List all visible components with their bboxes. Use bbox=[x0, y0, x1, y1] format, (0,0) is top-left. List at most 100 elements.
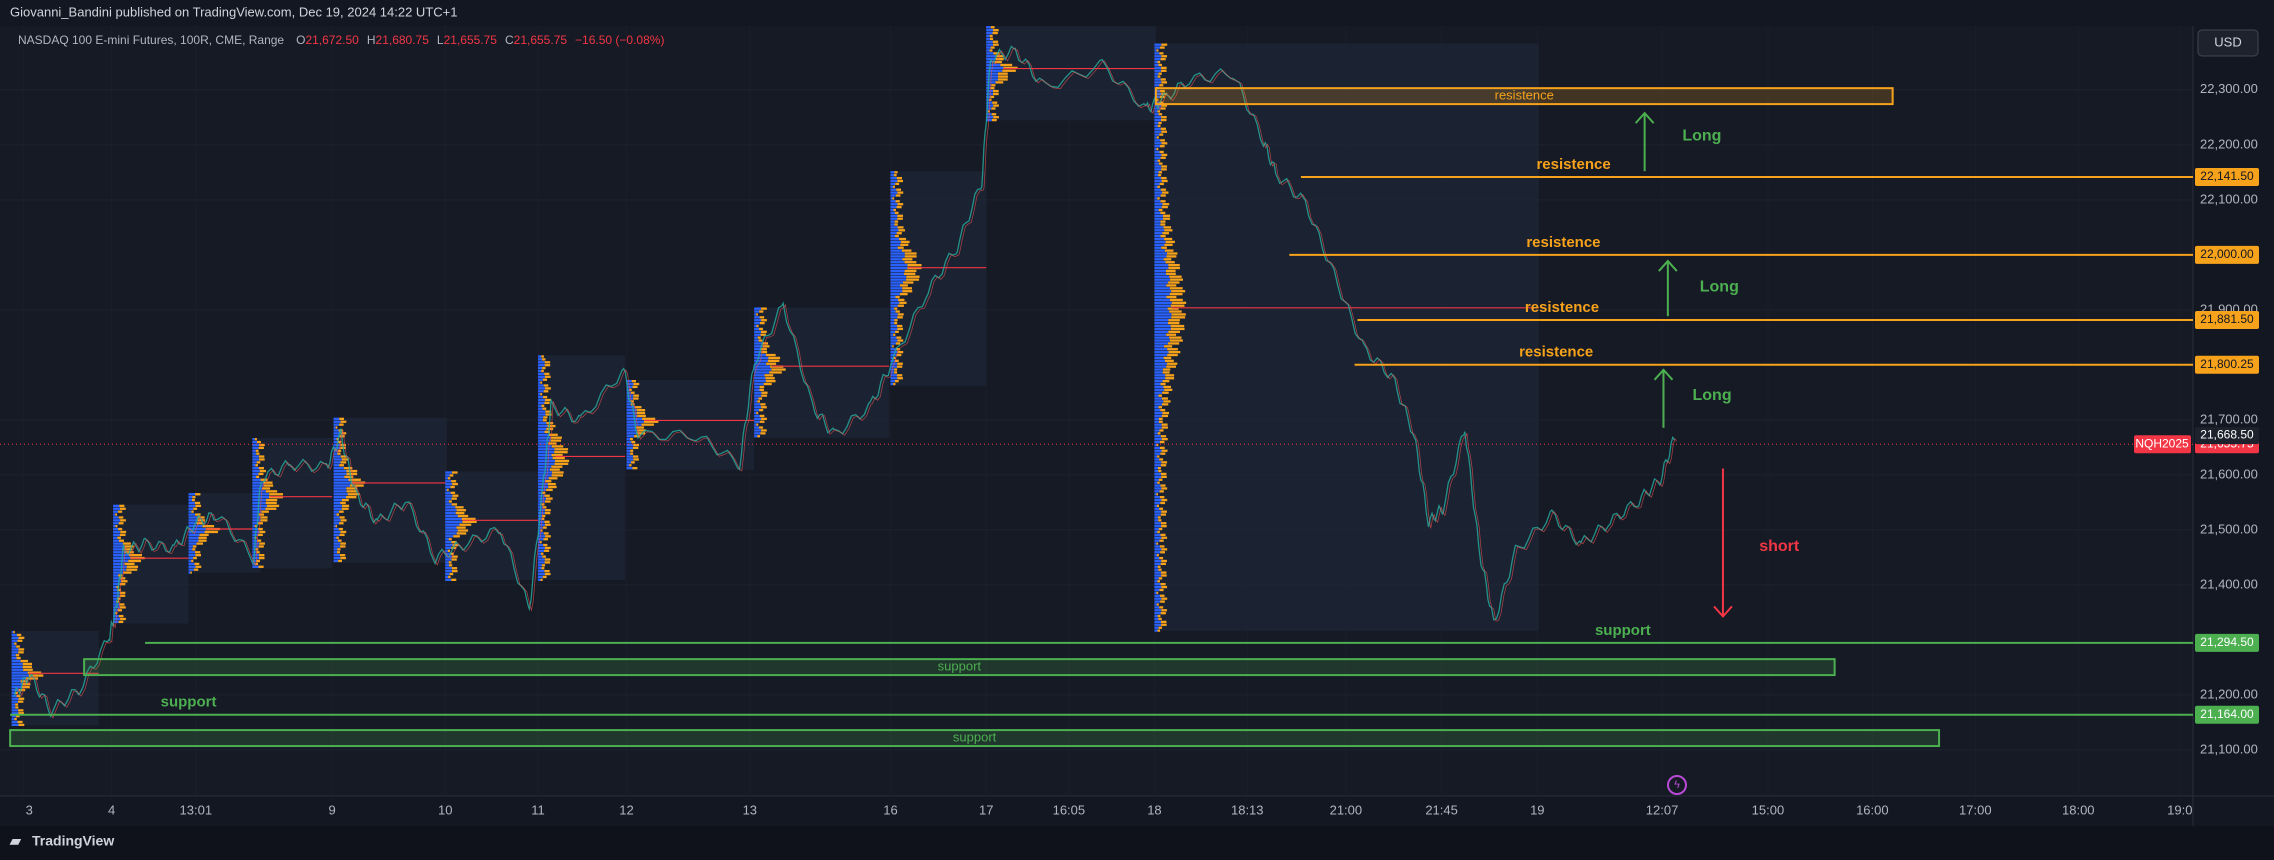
profile-bar-orange bbox=[15, 654, 20, 657]
profile-bar-orange bbox=[760, 333, 766, 336]
profile-bar-blue bbox=[11, 683, 22, 686]
profile-bar-blue bbox=[890, 205, 897, 209]
profile-bar-orange bbox=[990, 26, 995, 29]
profile-bar-blue bbox=[626, 437, 631, 441]
profile-bar-orange bbox=[907, 263, 922, 267]
profile-bar-blue bbox=[188, 507, 194, 510]
profile-bar-blue bbox=[890, 223, 895, 226]
lightning-glyph[interactable]: ϟ bbox=[1674, 779, 1680, 791]
profile-bar-blue bbox=[1154, 426, 1162, 429]
profile-bar-blue bbox=[890, 348, 896, 351]
profile-bar-orange bbox=[120, 580, 128, 583]
profile-bar-blue bbox=[445, 497, 452, 500]
profile-bar-orange bbox=[1169, 339, 1183, 342]
profile-bar-blue bbox=[1154, 507, 1160, 510]
profile-bar-orange bbox=[543, 395, 548, 399]
profile-bar-blue bbox=[754, 368, 772, 371]
profile-bar-orange bbox=[1161, 165, 1168, 168]
profile-bar-blue bbox=[986, 107, 992, 110]
profile-bar-orange bbox=[1164, 249, 1174, 252]
profile-bar-blue bbox=[1154, 342, 1168, 345]
profile-bar-orange bbox=[118, 516, 124, 519]
profile-bar-orange bbox=[1165, 359, 1174, 362]
currency[interactable]: USD bbox=[2214, 34, 2241, 49]
profile-bar-blue bbox=[11, 706, 16, 709]
profile-bar-orange bbox=[993, 104, 999, 107]
profile-bar-orange bbox=[259, 458, 265, 461]
profile-bar-orange bbox=[1169, 287, 1183, 290]
profile-bar-blue bbox=[890, 185, 893, 188]
x-tick-label: 18 bbox=[1147, 802, 1161, 817]
profile-bar-blue bbox=[113, 600, 117, 603]
profile-bar-orange bbox=[631, 440, 636, 444]
profile-bar-orange bbox=[633, 458, 639, 461]
profile-bar-orange bbox=[259, 530, 266, 534]
profile-bar-blue bbox=[890, 295, 896, 299]
profile-bar-orange bbox=[451, 569, 458, 573]
profile-bar-orange bbox=[896, 374, 903, 377]
symbol-label: NQH2025 bbox=[2135, 436, 2189, 450]
profile-bar-blue bbox=[1154, 583, 1161, 586]
profile-bar-blue bbox=[445, 564, 450, 567]
profile-bar-orange bbox=[1159, 490, 1164, 493]
profile-bar-orange bbox=[192, 498, 195, 502]
profile-bar-blue bbox=[538, 375, 545, 378]
profile-bar-orange bbox=[1163, 368, 1171, 371]
profile-bar-orange bbox=[989, 98, 992, 101]
profile-bar-orange bbox=[18, 723, 25, 727]
profile-bar-blue bbox=[11, 723, 19, 727]
profile-bar-blue bbox=[188, 568, 194, 571]
currency-button[interactable] bbox=[2197, 29, 2259, 57]
profile-bar-orange bbox=[633, 443, 640, 447]
profile-bar-orange bbox=[544, 361, 551, 364]
profile-bar-blue bbox=[1154, 118, 1162, 122]
profile-bar-blue bbox=[754, 423, 757, 426]
profile-bar-orange bbox=[1160, 211, 1166, 215]
profile-bar-blue bbox=[188, 548, 193, 551]
profile-bar-blue bbox=[11, 645, 17, 648]
profile-bar-orange bbox=[1167, 348, 1178, 351]
profile-bar-orange bbox=[892, 185, 895, 188]
profile-bar-blue bbox=[1154, 223, 1161, 226]
profile-bar-orange bbox=[1163, 226, 1172, 229]
level-name: resistence bbox=[1519, 344, 1593, 361]
profile-bar-orange bbox=[262, 487, 271, 490]
profile-bar-blue bbox=[1154, 519, 1159, 522]
profile-bar-blue bbox=[890, 174, 894, 177]
profile-bar-blue bbox=[1154, 220, 1161, 223]
profile-bar-blue bbox=[890, 232, 897, 235]
profile-bar-orange bbox=[637, 414, 646, 418]
profile-bar-blue bbox=[1154, 275, 1170, 278]
lightning-icon[interactable] bbox=[1667, 775, 1687, 795]
profile-bar-blue bbox=[252, 554, 259, 557]
x-tick-label: 21:45 bbox=[1425, 802, 1458, 817]
profile-bar-orange bbox=[1158, 577, 1163, 580]
profile-bar-orange bbox=[993, 52, 1000, 55]
profile-bar-orange bbox=[1160, 501, 1166, 505]
profile-bar-orange bbox=[759, 316, 765, 319]
profile-bar-blue bbox=[1154, 397, 1162, 400]
profile-bar-orange bbox=[1156, 98, 1159, 101]
profile-bar-orange bbox=[545, 413, 552, 416]
profile-bar-orange bbox=[761, 348, 767, 351]
profile-bar-orange bbox=[633, 394, 639, 397]
profile-bar-blue bbox=[445, 514, 458, 518]
profile-bar-orange bbox=[898, 298, 905, 302]
profile-bar-orange bbox=[1160, 435, 1167, 438]
profile-bar-blue bbox=[538, 538, 544, 541]
level-name: support bbox=[1595, 622, 1651, 639]
profile-bar-blue bbox=[333, 420, 341, 423]
profile-bar-orange bbox=[898, 229, 906, 232]
profile-bar-orange bbox=[14, 642, 17, 645]
profile-bar-blue bbox=[1154, 522, 1161, 525]
profile-bar-orange bbox=[1160, 513, 1167, 516]
profile-bar-blue bbox=[1154, 385, 1164, 389]
profile-bar-orange bbox=[16, 645, 20, 648]
profile-bar-blue bbox=[113, 504, 120, 508]
profile-bar-orange bbox=[1162, 191, 1169, 194]
profile-bar-blue bbox=[1154, 542, 1157, 545]
profile-bar-orange bbox=[448, 561, 452, 564]
profile-bar-blue bbox=[754, 316, 760, 319]
profile-bar-orange bbox=[895, 194, 901, 197]
profile-bar-blue bbox=[890, 249, 902, 252]
